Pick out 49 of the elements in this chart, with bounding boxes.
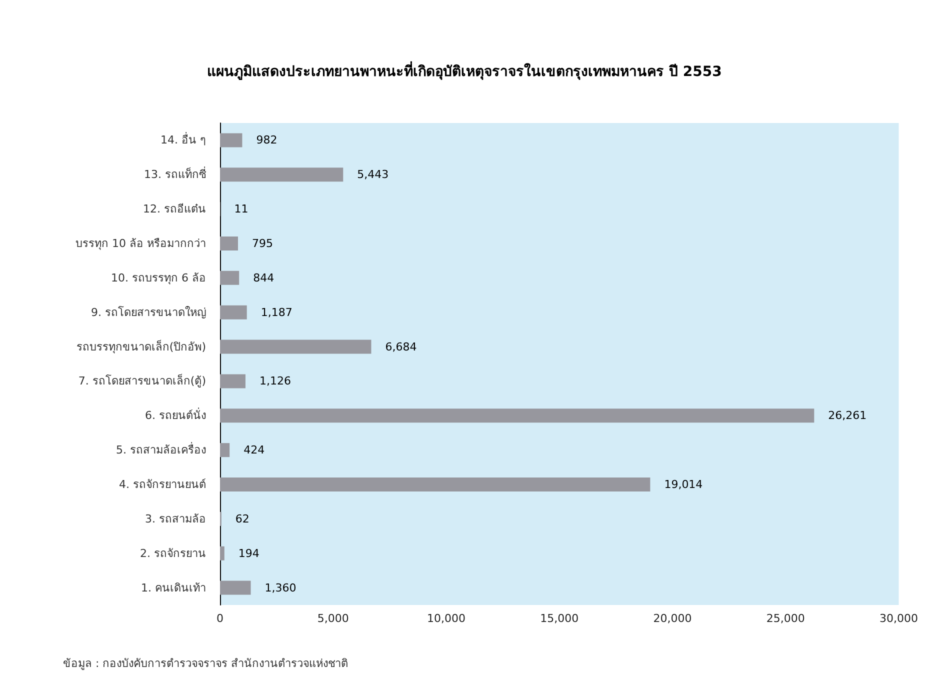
data-label: 982 [256, 134, 278, 147]
y-tick-label: บรรทุก 10 ล้อ หรือมากกว่า [76, 237, 206, 250]
y-tick-label: 12. รถอีแต๋น [143, 202, 206, 216]
y-tick-label: 4. รถจักรยานยนต์ [119, 478, 206, 491]
data-label: 1,187 [260, 306, 292, 319]
y-tick-label: 2. รถจักรยาน [140, 546, 206, 560]
data-label: 11 [234, 202, 248, 216]
x-tick-label: 5,000 [317, 612, 349, 625]
y-tick-label: 9. รถโดยสารขนาดใหญ่ [91, 304, 206, 319]
data-label: 5,443 [357, 168, 389, 182]
bar [220, 478, 650, 492]
data-label: 795 [252, 237, 273, 250]
y-tick-label: 10. รถบรรทุก 6 ล้อ [111, 271, 206, 284]
y-tick-label: รถบรรทุกขนาดเล็ก(ปิกอัพ) [76, 339, 206, 354]
bar [220, 236, 238, 250]
data-label: 844 [253, 271, 274, 284]
data-label: 1,126 [259, 374, 291, 388]
bar [220, 305, 247, 320]
data-label: 6,684 [385, 340, 417, 354]
y-tick-label: 3. รถสามล้อ [145, 512, 206, 526]
data-label: 1,360 [264, 581, 296, 594]
x-tick-label: 15,000 [540, 612, 579, 625]
data-label: 19,014 [664, 478, 703, 491]
bar [220, 133, 242, 148]
bar [220, 443, 230, 458]
y-tick-label: 7. รถโดยสารขนาดเล็ก(ตู้) [78, 374, 206, 388]
x-tick-label: 0 [216, 612, 224, 625]
bar [220, 408, 814, 423]
bar [220, 168, 344, 182]
x-tick-label: 30,000 [880, 612, 918, 625]
y-tick-label: 14. อื่น ๆ [160, 132, 206, 147]
x-tick-label: 25,000 [766, 612, 805, 625]
x-tick-label: 20,000 [653, 612, 692, 625]
text: ข้อมูล : กองบังคับการตำรวจจราจร สำนักงานตำรวจแห่งชาติ [63, 657, 348, 670]
chart-title: แผนภูมิแสดงประเภทยานพาหนะที่เกิดอุบัติเหตุจราจรในเขตกรุงเทพมหานคร ปี 2553 [207, 61, 722, 80]
data-label: 62 [235, 512, 250, 526]
y-tick-label: 6. รถยนต์นั่ง [145, 407, 206, 422]
bar [220, 340, 372, 354]
bar [220, 270, 240, 285]
data-label: 26,261 [828, 409, 867, 422]
data-label: 194 [238, 546, 260, 560]
x-tick-label: 10,000 [427, 612, 466, 625]
y-tick-label: 5. รถสามล้อเครื่อง [116, 442, 206, 457]
y-tick-label: 1. คนเดินเท้า [141, 581, 206, 594]
bar [220, 546, 224, 560]
bar [220, 374, 246, 388]
y-tick-label: 13. รถแท็กซี่ [144, 166, 207, 182]
data-label: 424 [244, 444, 265, 457]
bar [220, 580, 251, 595]
